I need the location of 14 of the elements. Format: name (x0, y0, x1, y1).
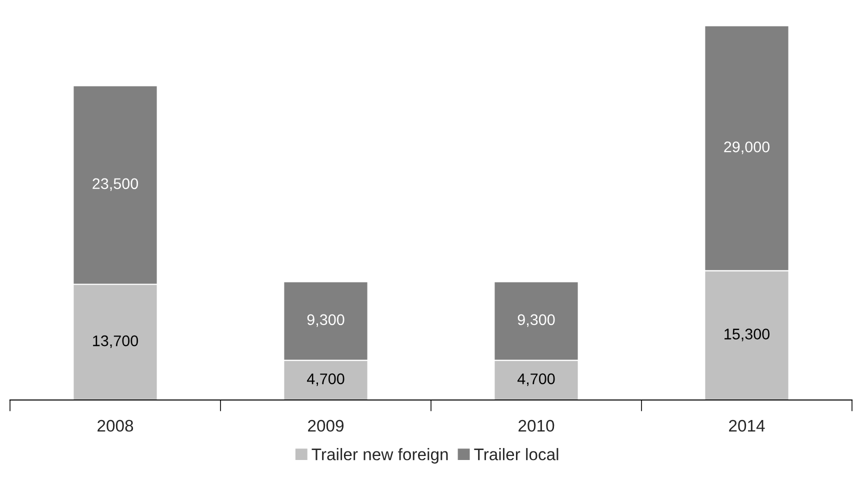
data-label: 9,300 (518, 314, 555, 327)
data-label: 4,700 (306, 373, 344, 386)
legend-label: Trailer new foreign (312, 448, 448, 464)
x-tick-label: 2014 (729, 420, 765, 432)
data-label: 29,000 (724, 142, 770, 154)
data-label: 9,300 (307, 314, 344, 327)
data-label: 4,700 (517, 373, 555, 386)
data-label: 23,500 (92, 178, 138, 191)
data-label: 13,700 (93, 335, 138, 348)
x-tick-label: 2010 (518, 420, 554, 432)
legend-label: Trailer local (474, 448, 558, 460)
x-tick-label: 2008 (98, 420, 134, 432)
x-tick-label: 2009 (308, 420, 344, 432)
data-label: 15,300 (724, 328, 770, 342)
